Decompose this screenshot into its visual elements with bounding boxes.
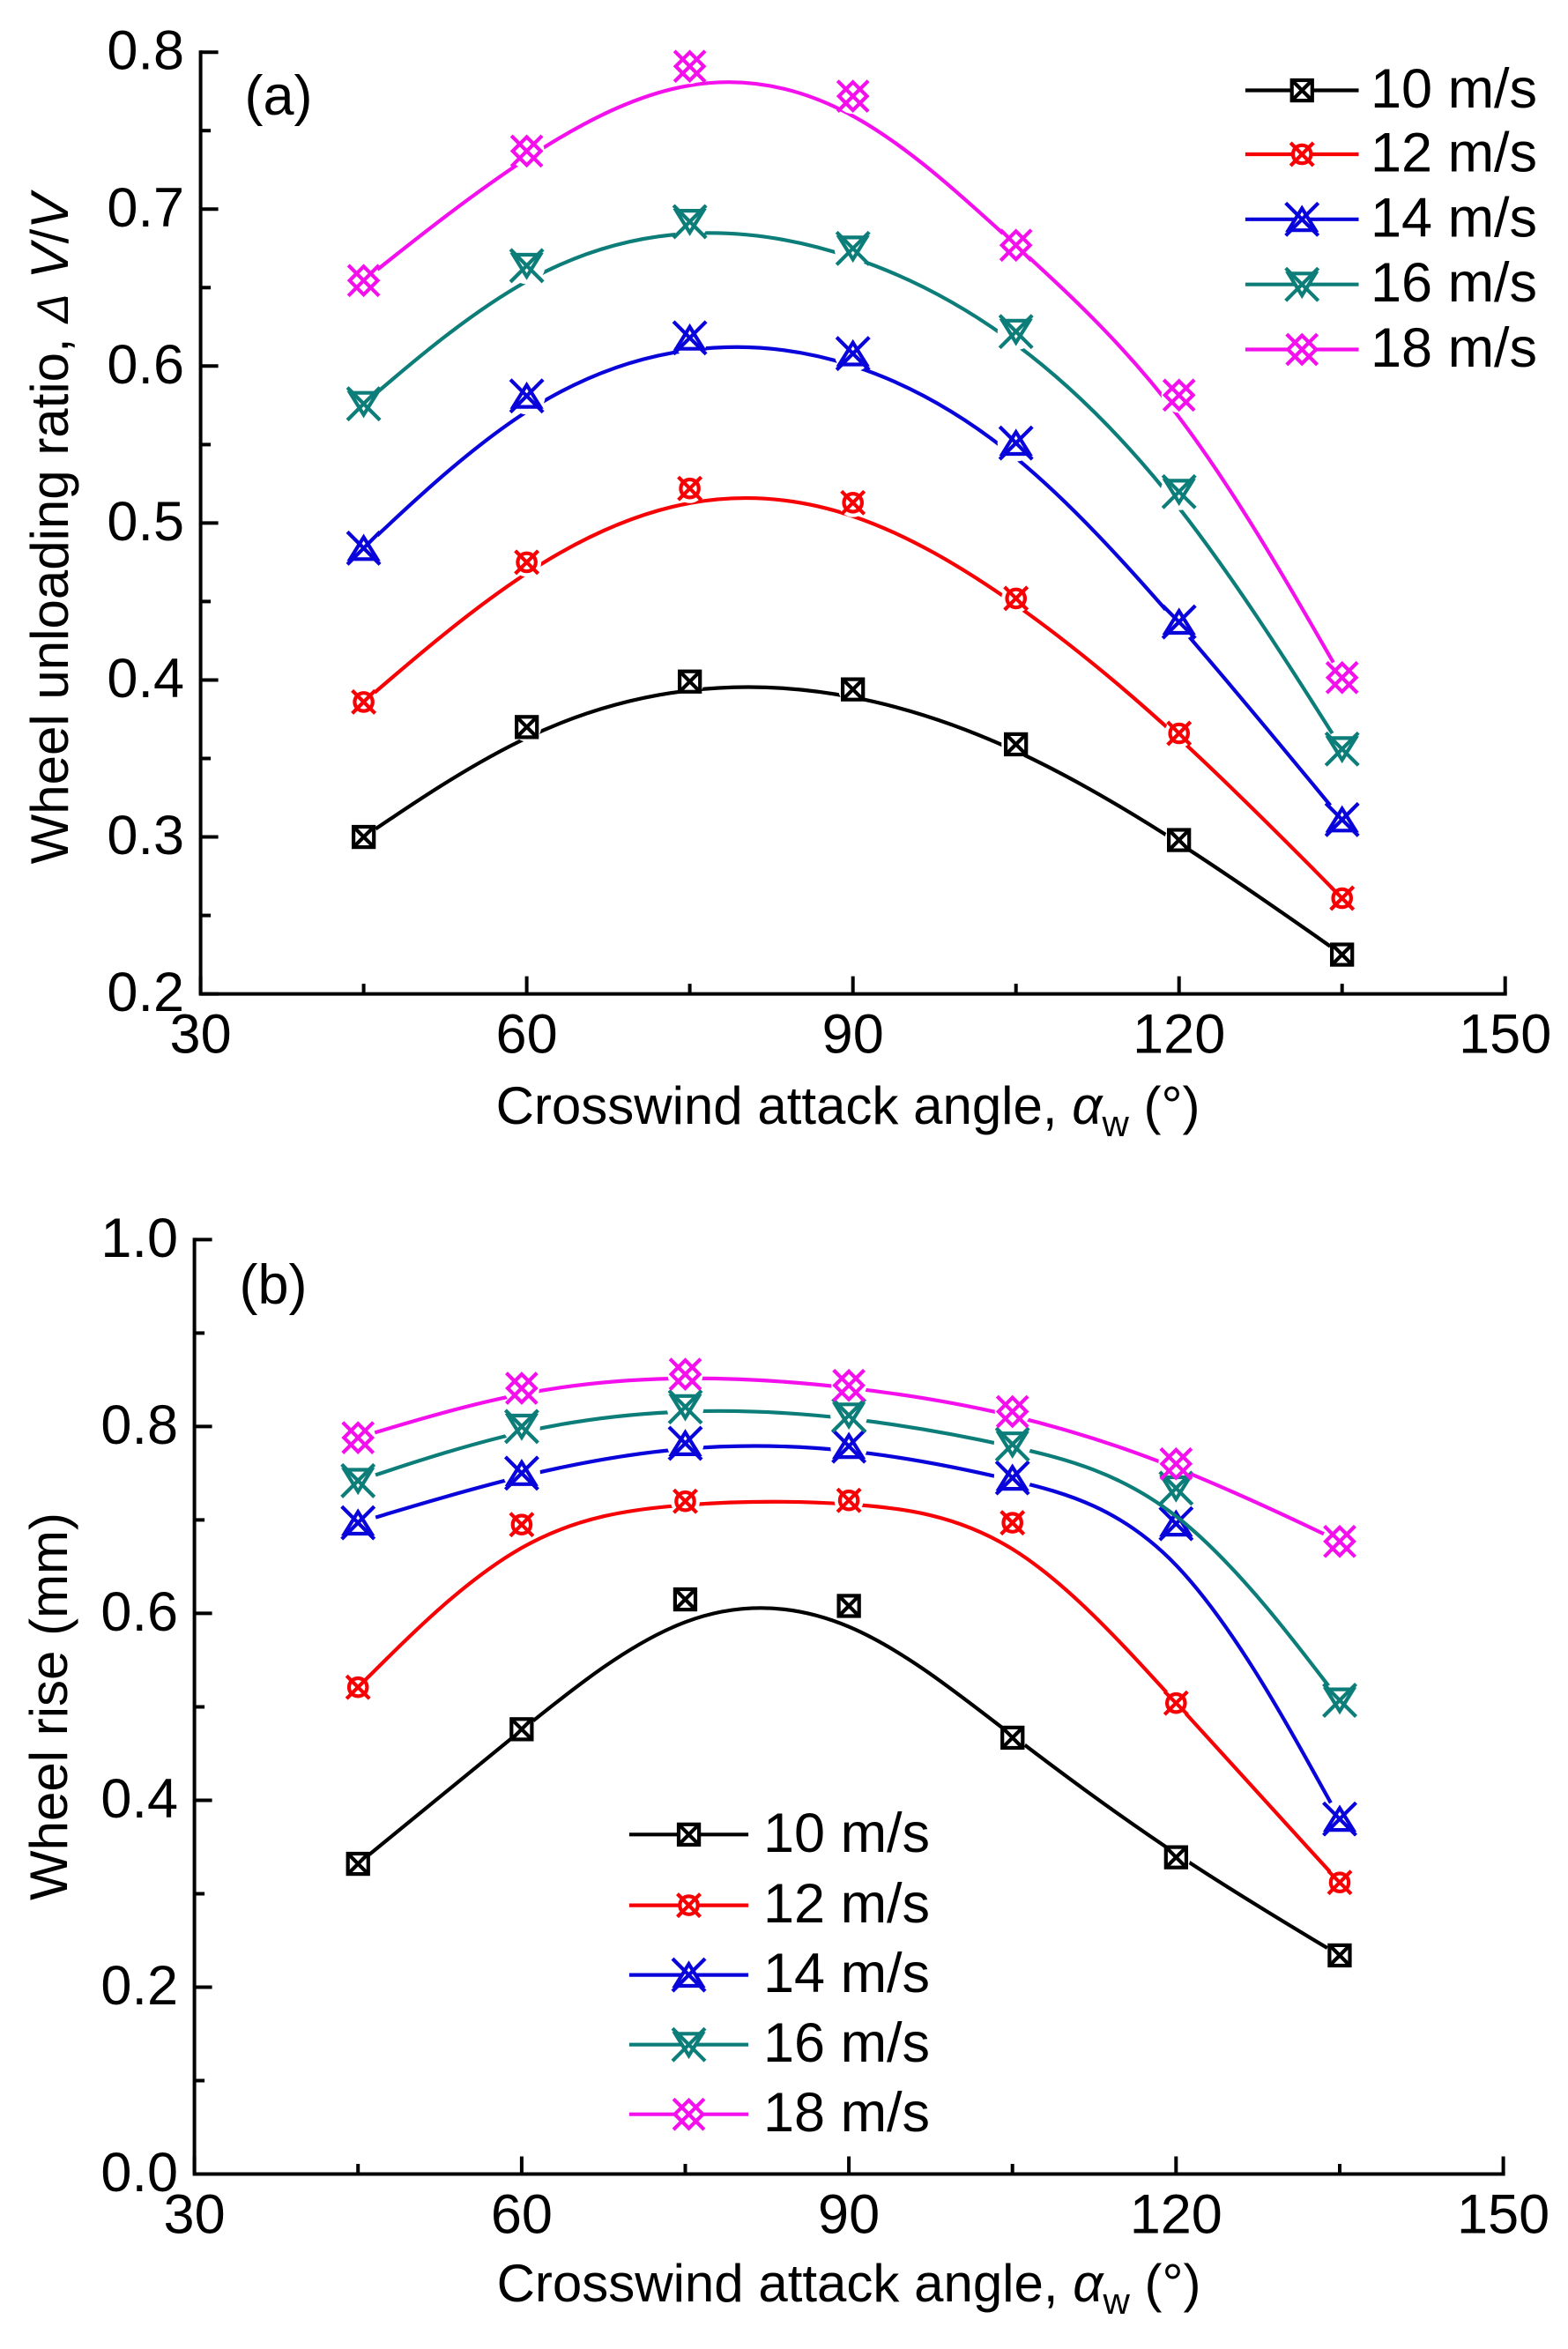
- svg-text:Crosswind attack angle, αw (°): Crosswind attack angle, αw (°): [496, 1076, 1200, 1144]
- svg-text:0.2: 0.2: [100, 1955, 178, 2017]
- svg-text:0.6: 0.6: [100, 1581, 178, 1643]
- svg-text:60: 60: [496, 1004, 558, 1066]
- svg-text:0.6: 0.6: [107, 334, 184, 396]
- svg-text:16 m/s: 16 m/s: [763, 2012, 930, 2074]
- svg-text:14 m/s: 14 m/s: [763, 1943, 930, 2004]
- svg-text:Crosswind attack angle, αw (°): Crosswind attack angle, αw (°): [497, 2254, 1201, 2322]
- svg-text:30: 30: [164, 2184, 226, 2246]
- svg-text:30: 30: [170, 1004, 232, 1066]
- svg-text:16 m/s: 16 m/s: [1371, 252, 1537, 314]
- svg-text:Wheel unloading ratio, Δ V/V: Wheel unloading ratio, Δ V/V: [20, 190, 79, 865]
- svg-text:18 m/s: 18 m/s: [1371, 317, 1537, 379]
- svg-text:Wheel rise (mm): Wheel rise (mm): [19, 1513, 78, 1900]
- svg-text:120: 120: [1133, 1004, 1225, 1066]
- svg-text:0.7: 0.7: [107, 177, 184, 239]
- svg-text:12 m/s: 12 m/s: [1371, 123, 1537, 184]
- svg-text:(a): (a): [245, 65, 313, 127]
- svg-text:0.4: 0.4: [107, 648, 184, 710]
- svg-text:0.2: 0.2: [107, 962, 184, 1023]
- svg-text:14 m/s: 14 m/s: [1371, 187, 1537, 249]
- svg-text:0.8: 0.8: [107, 20, 184, 82]
- svg-text:90: 90: [818, 2184, 880, 2246]
- svg-text:10 m/s: 10 m/s: [1371, 58, 1537, 120]
- svg-text:0.8: 0.8: [100, 1394, 178, 1456]
- svg-text:(b): (b): [240, 1254, 308, 1316]
- svg-text:60: 60: [491, 2184, 553, 2246]
- svg-text:12 m/s: 12 m/s: [763, 1873, 930, 1935]
- svg-text:150: 150: [1459, 1004, 1551, 1066]
- svg-text:90: 90: [822, 1004, 884, 1066]
- svg-text:0.0: 0.0: [100, 2142, 178, 2204]
- svg-text:120: 120: [1130, 2184, 1222, 2246]
- svg-text:150: 150: [1457, 2184, 1549, 2246]
- svg-text:10 m/s: 10 m/s: [763, 1803, 930, 1864]
- svg-text:18 m/s: 18 m/s: [763, 2082, 930, 2144]
- svg-text:0.3: 0.3: [107, 805, 184, 866]
- svg-text:1.0: 1.0: [100, 1208, 178, 1269]
- svg-text:0.5: 0.5: [107, 491, 184, 553]
- svg-text:0.4: 0.4: [100, 1768, 178, 1830]
